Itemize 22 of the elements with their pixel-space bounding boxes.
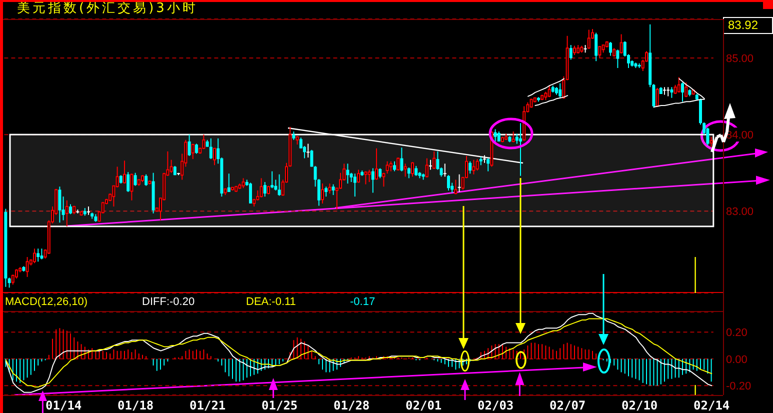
text: DEA:-0.11 <box>246 295 296 310</box>
x-tick-label: 02/14 <box>694 398 730 413</box>
chart-title: MACD(12,26,10) <box>5 295 88 310</box>
x-tick-label: 01/14 <box>46 398 82 413</box>
x-tick-label: 01/21 <box>190 398 226 413</box>
x-tick-label: 02/01 <box>406 398 442 413</box>
y-tick-label: 0.20 <box>726 326 748 339</box>
y-tick-label: 0.00 <box>726 354 748 366</box>
chart-title: 美元指数(外汇交易)3小时 <box>17 1 198 16</box>
x-tick-label: 02/07 <box>550 398 586 413</box>
y-tick-label: 83.00 <box>726 206 754 218</box>
y-tick-label: 84.00 <box>726 129 754 142</box>
x-tick-label: 01/28 <box>334 398 370 413</box>
text: 83.92 <box>723 17 773 34</box>
y-tick-label: -0.20 <box>726 380 752 393</box>
x-tick-label: 01/18 <box>118 398 154 413</box>
y-tick-label: 85.00 <box>726 52 754 65</box>
x-tick-label: 01/25 <box>262 398 298 413</box>
text: DIFF:-0.20 <box>142 295 195 310</box>
x-tick-label: 02/10 <box>622 398 658 413</box>
x-tick-label: 02/03 <box>478 398 514 413</box>
text: -0.17 <box>350 295 376 310</box>
